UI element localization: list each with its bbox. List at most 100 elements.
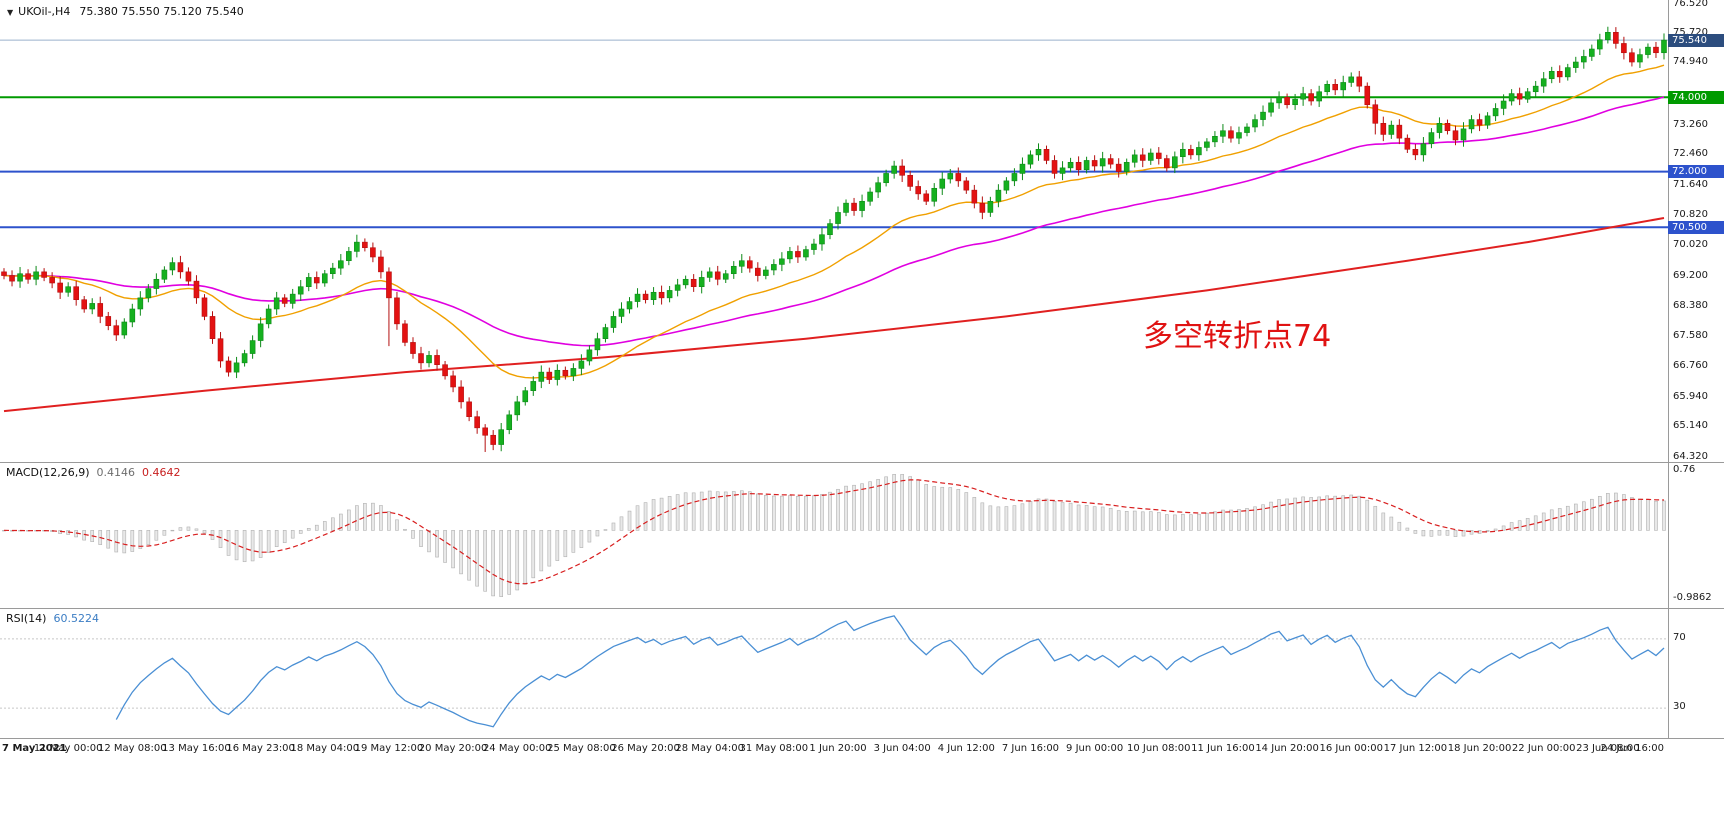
macd-histogram-bar — [980, 502, 985, 531]
macd-histogram-bar — [1205, 512, 1209, 531]
candle-body — [305, 277, 312, 288]
macd-axis-label-bottom: -0.9862 — [1673, 592, 1712, 603]
macd-signal-line — [3, 479, 1665, 585]
macd-histogram-bar — [1060, 502, 1065, 531]
candle-body — [562, 369, 569, 377]
macd-histogram-bar — [515, 530, 520, 591]
price-axis-label: 64.320 — [1673, 450, 1708, 462]
macd-histogram-bar — [828, 491, 832, 531]
candle-body — [843, 202, 849, 213]
candle-body — [1131, 154, 1138, 163]
candle-body — [851, 202, 857, 211]
macd-histogram-bar — [1004, 506, 1009, 531]
candle-body — [426, 355, 432, 364]
candle-body — [1580, 56, 1587, 63]
candle-body — [1420, 143, 1427, 156]
price-axis-label: 65.140 — [1673, 420, 1708, 432]
macd-histogram-bar — [1116, 510, 1121, 531]
macd-histogram-bar — [964, 492, 969, 531]
macd-histogram-bar — [1309, 497, 1313, 531]
macd-histogram-bar — [1517, 520, 1522, 531]
macd-histogram-bar — [1156, 512, 1161, 531]
candle-body — [1212, 135, 1218, 143]
candle-body — [1188, 148, 1194, 156]
candle-body — [1019, 163, 1026, 174]
rsi-name: RSI(14) — [6, 612, 47, 625]
macd-histogram-bar — [122, 530, 127, 554]
time-axis-label: 7 Jun 16:00 — [1001, 743, 1060, 754]
chart-annotation-text: 多空转折点74 — [1143, 319, 1332, 354]
candle-body — [1051, 160, 1058, 174]
rsi-pane[interactable] — [0, 615, 1668, 728]
macd-histogram-bar — [860, 483, 864, 531]
candle-body — [1396, 124, 1403, 139]
macd-histogram-bar — [1445, 530, 1450, 536]
price-axis-label: 73.260 — [1673, 118, 1708, 130]
price-axis-label: 66.760 — [1673, 360, 1708, 372]
candle-body — [1196, 147, 1202, 156]
candle-body — [827, 223, 833, 236]
rsi-indicator-label: RSI(14) 60.5224 — [6, 612, 99, 625]
candle-body — [1308, 93, 1314, 102]
time-axis[interactable]: 7 May 2021 11 May 00:00 12 May 08:00 13 May… — [0, 738, 1724, 764]
macd-histogram-bar — [1549, 509, 1554, 531]
macd-pane[interactable] — [2, 474, 1666, 597]
candle-body — [1468, 119, 1475, 130]
candle-body — [746, 260, 753, 269]
macd-histogram-bar — [250, 530, 255, 562]
macd-histogram-bar — [419, 530, 423, 547]
price-axis[interactable]: 75.540 74.000 72.000 70.500 76.520 75.720… — [1668, 0, 1724, 840]
macd-histogram-bar — [1421, 530, 1426, 537]
candle-body — [610, 316, 617, 328]
macd-histogram-bar — [988, 505, 993, 531]
macd-histogram-bar — [451, 530, 455, 569]
candle-body — [1605, 32, 1611, 41]
symbol-dropdown-icon[interactable]: ▼ — [7, 8, 14, 17]
candle-body — [81, 299, 88, 310]
macd-histogram-bar — [1052, 500, 1057, 531]
candle-body — [1661, 39, 1667, 54]
macd-histogram-bar — [715, 491, 720, 531]
candle-body — [1139, 154, 1146, 161]
macd-histogram-bar — [1341, 495, 1346, 531]
macd-histogram-bar — [1461, 530, 1466, 537]
macd-histogram-bar — [996, 506, 1001, 531]
candle-body — [434, 355, 440, 365]
macd-histogram-bar — [523, 530, 528, 585]
horizontal-level-lines[interactable] — [0, 39, 1668, 229]
candle-body — [1115, 163, 1122, 172]
candle-body — [450, 375, 456, 388]
candle-body — [1236, 132, 1242, 139]
macd-histogram-bar — [1277, 499, 1281, 531]
candle-body — [738, 260, 745, 267]
candle-body — [578, 360, 585, 369]
time-axis-label: 11 Jun 16:00 — [1191, 743, 1255, 754]
candle-body — [1292, 98, 1298, 106]
candle-body — [506, 414, 513, 430]
candle-body — [779, 258, 785, 265]
macd-histogram-bar — [643, 502, 648, 531]
pane-separators — [0, 0, 1724, 739]
candlestick-layer[interactable] — [1, 26, 1667, 452]
candle-body — [514, 401, 521, 416]
macd-histogram-bar — [731, 491, 736, 531]
candle-body — [73, 286, 79, 301]
candle-body — [354, 241, 360, 252]
candle-body — [650, 291, 657, 301]
macd-histogram-bar — [138, 530, 143, 549]
macd-histogram-bar — [242, 530, 247, 563]
macd-histogram-bar — [1108, 507, 1113, 531]
macd-histogram-bar — [1189, 514, 1193, 531]
macd-histogram-bar — [595, 530, 600, 537]
macd-histogram-bar — [1541, 512, 1546, 531]
candle-body — [923, 193, 930, 202]
candle-body — [1516, 93, 1523, 100]
macd-histogram-bar — [747, 491, 752, 531]
time-axis-label: 1 Jun 20:00 — [809, 743, 867, 754]
macd-histogram-bar — [1469, 530, 1474, 535]
macd-histogram-bar — [547, 530, 552, 567]
candle-body — [153, 278, 160, 289]
macd-histogram-bar — [1573, 503, 1578, 531]
macd-histogram-bar — [475, 530, 479, 587]
